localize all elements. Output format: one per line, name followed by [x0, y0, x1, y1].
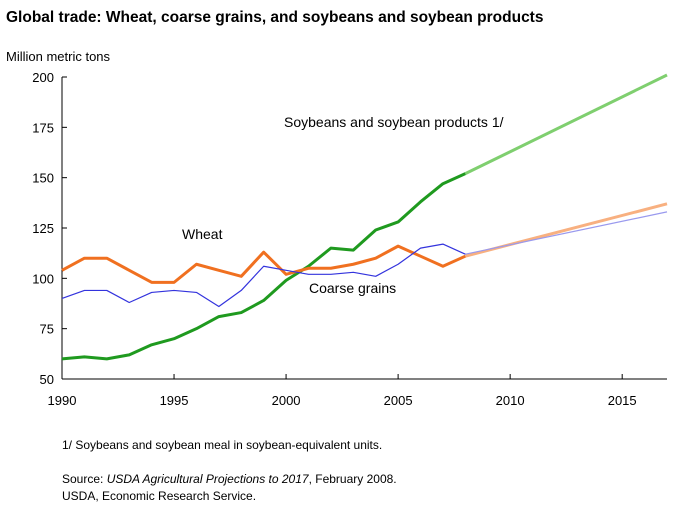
x-tick-label: 2010 [496, 393, 525, 408]
series-line-soybeans-and-soybean-products [61, 172, 466, 361]
y-tick-label: 175 [32, 120, 54, 135]
x-tick-label: 1990 [48, 393, 77, 408]
series-lines [61, 73, 668, 361]
y-tick-label: 125 [32, 221, 54, 236]
source-line: Source: USDA Agricultural Projections to… [62, 472, 397, 486]
series-line-coarse-grains [61, 243, 466, 308]
annotation-coarse-grains: Coarse grains [309, 280, 396, 296]
projection-line-soybeans-and-soybean-products [464, 73, 668, 175]
y-tick-label: 75 [40, 322, 54, 337]
source-line-2: USDA, Economic Research Service. [62, 489, 256, 503]
x-tick-label: 2000 [272, 393, 301, 408]
y-tick-label: 150 [32, 171, 54, 186]
y-axis-label: Million metric tons [6, 49, 111, 64]
x-tick-label: 2015 [608, 393, 637, 408]
footnote: 1/ Soybeans and soybean meal in soybean-… [62, 438, 382, 452]
y-tick-label: 200 [32, 70, 54, 85]
projection-line-coarse-grains [465, 211, 668, 255]
x-tick-label: 2005 [384, 393, 413, 408]
chart-title: Global trade: Wheat, coarse grains, and … [6, 9, 543, 26]
annotation-soybeans: Soybeans and soybean products 1/ [284, 114, 504, 130]
y-tick-label: 100 [32, 271, 54, 286]
axes: 50 75 100 125 150 175 200 1990 1995 2000 2005 2010 2… [32, 70, 667, 408]
x-tick-label: 1995 [160, 393, 189, 408]
series-line-wheat [61, 244, 466, 284]
annotation-wheat: Wheat [182, 226, 223, 242]
y-tick-label: 50 [40, 372, 54, 387]
